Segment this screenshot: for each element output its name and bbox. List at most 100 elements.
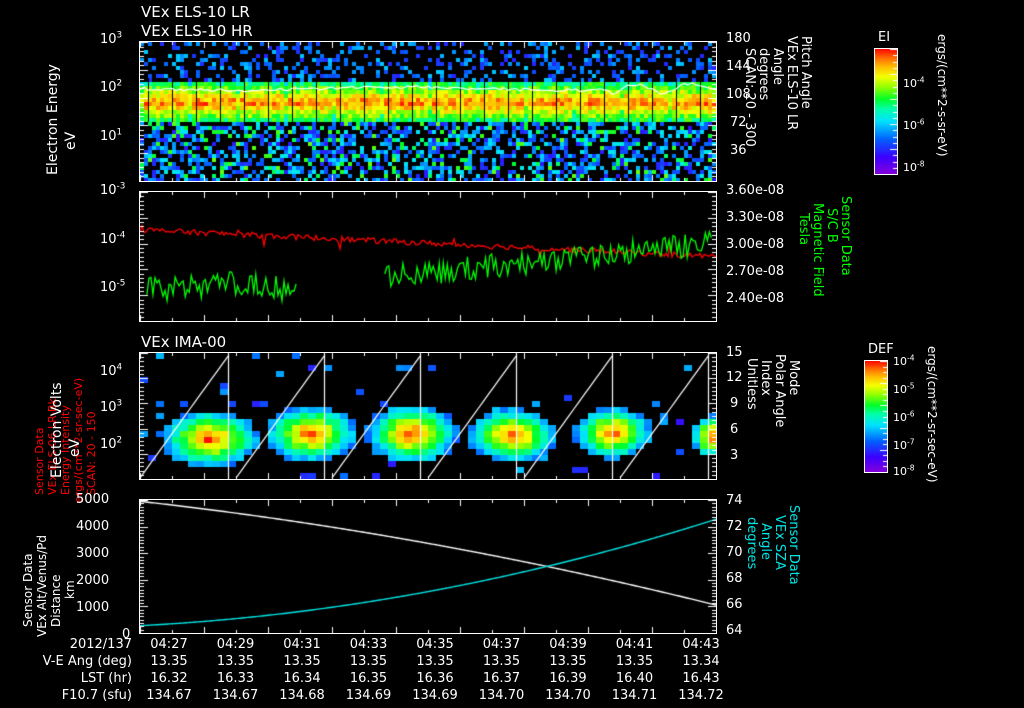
table-cell-ve_ang: 13.35	[482, 654, 521, 669]
panel4-ylabel-left-line2: VEx Alt/Venus/Pd	[35, 534, 49, 637]
table-cell-f107: 134.71	[611, 688, 658, 703]
table-cell-lst: 16.39	[549, 671, 587, 686]
table-cell-f107: 134.70	[478, 688, 525, 703]
table-cell-f107: 134.68	[279, 688, 325, 703]
table-row-label-2: LST (hr)	[80, 671, 132, 686]
panel1-ytick-right-3: 72	[730, 115, 747, 130]
table-cell-time: 04:43	[682, 637, 720, 652]
panel3-colorbar-title: DEF	[868, 342, 894, 357]
table-cell-time: 04:27	[150, 637, 188, 652]
table-cell-f107: 134.67	[212, 688, 259, 703]
table-cell-time: 04:29	[216, 637, 255, 652]
panel1-title-hr: VEx ELS-10 HR	[141, 22, 253, 40]
table-cell-time: 04:37	[482, 637, 521, 652]
panel1-ylabel-right-line3: Angle	[770, 48, 785, 85]
table-cell-lst: 16.43	[682, 671, 720, 686]
table-cell-lst: 16.34	[283, 671, 321, 686]
table-cell-lst: 16.37	[482, 671, 521, 686]
panel4-ytick-left-0: 5000	[76, 492, 110, 507]
panel-mag: Sensor Data VEx ELS-06 LR-Bk Energy Inte…	[33, 181, 853, 503]
panel1-ylabel-right-line2: VEx ELS-10 LR	[784, 36, 799, 131]
panel4-ylabel-left-line1: Sensor Data	[21, 553, 35, 627]
table-cell-ve_ang: 13.35	[216, 654, 255, 669]
table-cell-time: 04:39	[549, 637, 587, 652]
panel3-ylabel-left-line2: eV	[67, 438, 83, 457]
panel4-ylabel-left-line3: Distance	[49, 574, 63, 627]
panel2-ytick-right-0: 3.60e-08	[726, 183, 785, 198]
table-row-label-0: 2012/137	[69, 637, 132, 652]
panel-els-lr: VEx ELS-10 LR VEx ELS-10 HR Electron Ene…	[0, 0, 1024, 188]
panel3-colorbar-units: ergs/(cm**2-sr-sec-eV)	[925, 346, 939, 483]
panel4-ytick-left-2: 3000	[76, 546, 110, 561]
panel1-colorbar	[874, 48, 898, 175]
panel3-ylabel-right-line3: Index	[758, 360, 773, 396]
panel2-ylabel-right-line3: Magnetic Field	[810, 203, 825, 297]
panel4-ytick-right-0: 74	[726, 493, 743, 508]
panel3-ylabel-right-line2: Polar Angle	[772, 354, 787, 428]
table-cell-time: 04:35	[416, 637, 454, 652]
table-cell-f107: 134.69	[412, 688, 458, 703]
panel4-ytick-left-4: 1000	[76, 600, 110, 615]
table-cell-f107: 134.69	[345, 688, 392, 703]
panel2-ytick-right-3: 2.70e-08	[726, 264, 785, 279]
table-cell-lst: 16.32	[150, 671, 188, 686]
table-cell-f107: 134.67	[146, 688, 192, 703]
panel3-ytick-right-0: 15	[726, 345, 743, 360]
panel1-ytick-right-1: 144	[726, 59, 751, 74]
panel3-ylabel-right-line4: Unitless	[744, 358, 759, 410]
panel3-ytick-right-3: 6	[730, 422, 739, 437]
table-cell-ve_ang: 13.35	[283, 654, 321, 669]
panel3-ytick-right-2: 9	[730, 396, 739, 411]
table-row-label-1: V-E Ang (deg)	[42, 654, 132, 669]
panel4-ytick-right-3: 68	[726, 571, 743, 586]
panel4-ylabel-right-line3: Angle	[758, 523, 773, 560]
panel1-title-lr: VEx ELS-10 LR	[141, 3, 250, 21]
panel3-title: VEx IMA-00	[141, 333, 227, 351]
table-cell-time: 04:31	[283, 637, 321, 652]
table-cell-ve_ang: 13.34	[682, 654, 720, 669]
panel-ima: VEx IMA-00 Electron Volts eV 104 103 102…	[49, 333, 939, 483]
panel3-ylabel-left-line1: Electron Volts	[49, 382, 65, 478]
panel4-ytick-left-1: 4000	[76, 519, 110, 534]
panel4-ytick-right-1: 72	[726, 519, 743, 534]
panel2-ylabel-right-line1: Sensor Data	[838, 196, 853, 276]
panel4-ylabel-left-line4: km	[63, 580, 77, 599]
table-cell-ve_ang: 13.35	[416, 654, 454, 669]
panel3-plot-area	[139, 352, 717, 480]
panel1-ylabel-left-line1: Electron Energy	[45, 64, 61, 175]
panel1-ytick-right-2: 108	[726, 87, 751, 102]
table-cell-ve_ang: 13.35	[549, 654, 587, 669]
table-cell-ve_ang: 13.35	[615, 654, 654, 669]
table-row-label-3: F10.7 (sfu)	[61, 688, 132, 703]
panel4-ytick-right-5: 64	[726, 623, 743, 638]
panel1-plot-area	[139, 41, 717, 182]
panel2-ytick-right-4: 2.40e-08	[726, 291, 785, 306]
panel4-ytick-left-5: 0	[122, 627, 131, 642]
panel1-ytick-right-4: 36	[730, 143, 747, 158]
panel4-ylabel-right-line4: degrees	[744, 517, 759, 570]
table-cell-f107: 134.70	[545, 688, 591, 703]
table-cell-lst: 16.40	[615, 671, 654, 686]
panel4-ytick-left-3: 2000	[76, 573, 110, 588]
panel1-colorbar-title: EI	[878, 30, 891, 45]
table-cell-f107: 134.72	[678, 688, 724, 703]
panel1-ylabel-right-line1: Pitch Angle	[798, 36, 813, 109]
time-table: 2012/137 V-E Ang (deg) LST (hr) F10.7 (s…	[0, 637, 1024, 708]
table-cell-lst: 16.35	[349, 671, 388, 686]
panel2-ylabel-right-line4: Tesla	[796, 213, 811, 246]
panel4-ylabel-right-line2: VEx SZA	[772, 515, 787, 570]
panel1-ylabel-right-line5: SCAN: 20 - 300	[742, 48, 757, 147]
table-cell-lst: 16.36	[416, 671, 454, 686]
panel3-ylabel-right-line1: Mode	[786, 360, 801, 396]
panel3-ytick-right-4: 3	[730, 448, 739, 463]
panel2-ytick-right-1: 3.30e-08	[726, 210, 785, 225]
panel1-ytick-right-0: 180	[726, 31, 751, 46]
table-cell-time: 04:41	[615, 637, 654, 652]
panel2-plot-area	[139, 191, 717, 322]
table-cell-ve_ang: 13.35	[150, 654, 188, 669]
panel1-ylabel-left-line2: eV	[63, 131, 79, 150]
panel3-colorbar	[864, 360, 888, 473]
panel4-ylabel-right-line1: Sensor Data	[786, 505, 801, 585]
table-cell-lst: 16.33	[216, 671, 255, 686]
